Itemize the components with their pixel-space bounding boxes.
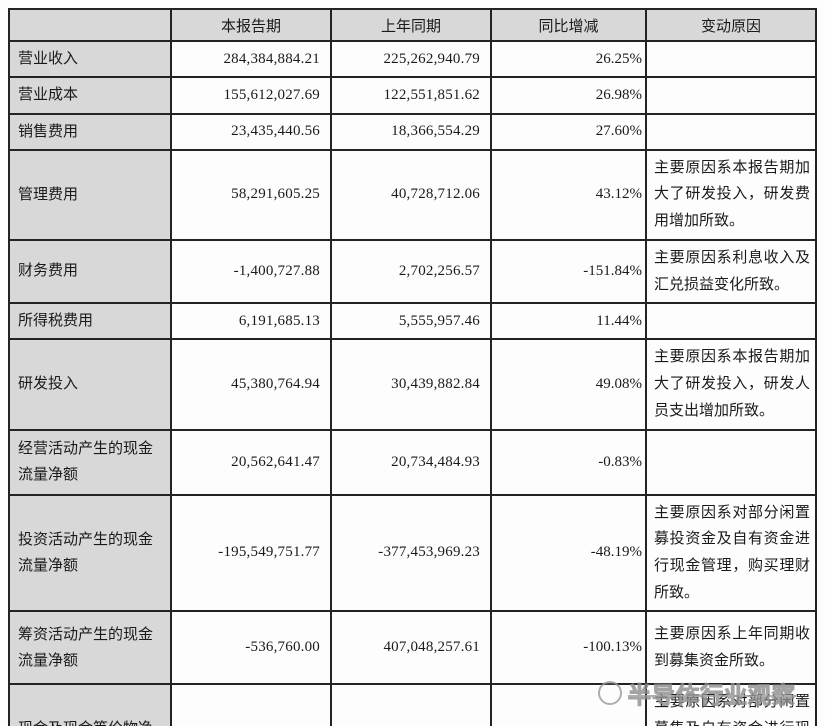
table-row: 营业成本 155,612,027.69 122,551,851.62 26.98… (8, 76, 817, 115)
change-reason: 主要原因系本报告期加大了研发投入，研发费用增加所致。 (645, 148, 817, 241)
change-reason: 主要原因系利息收入及汇兑损益变化所致。 (645, 238, 817, 305)
row-label: 投资活动产生的现金流量净额 (8, 493, 172, 613)
table-row: 投资活动产生的现金流量净额 -195,549,751.77 -377,453,9… (8, 493, 817, 613)
row-label: 研发投入 (8, 338, 172, 431)
change-reason: 主要原因系对部分闲置募投资金及自有资金进行现金管理，购买理财所致。 (645, 493, 817, 613)
yoy-change-value: -0.83% (490, 428, 647, 496)
prior-period-value: 20,734,484.93 (330, 428, 492, 496)
table-row: 管理费用 58,291,605.25 40,728,712.06 43.12% … (8, 148, 817, 241)
change-reason (645, 76, 817, 115)
table-row: 财务费用 -1,400,727.88 2,702,256.57 -151.84%… (8, 238, 817, 305)
yoy-change-value: 11.44% (490, 302, 647, 341)
row-label: 经营活动产生的现金流量净额 (8, 428, 172, 496)
yoy-change-value: 26.98% (490, 76, 647, 115)
row-label: 管理费用 (8, 148, 172, 241)
current-period-value: -195,549,751.77 (170, 493, 332, 613)
current-period-value: -177,612,519.99 (170, 683, 332, 726)
table-row: 销售费用 23,435,440.56 18,366,554.29 27.60% (8, 112, 817, 151)
yoy-change-value: 49.08% (490, 338, 647, 431)
yoy-change-value: 27.60% (490, 112, 647, 151)
header-prior-period: 上年同期 (330, 8, 492, 42)
current-period-value: 45,380,764.94 (170, 338, 332, 431)
table-row: 营业收入 284,384,884.21 225,262,940.79 26.25… (8, 39, 817, 79)
table-row: 研发投入 45,380,764.94 30,439,882.84 49.08% … (8, 338, 817, 431)
financial-comparison-table: 本报告期 上年同期 同比增减 变动原因 营业收入 284,384,884.21 … (8, 8, 817, 726)
table-header-row: 本报告期 上年同期 同比增减 变动原因 (8, 8, 817, 42)
change-reason: 主要原因系本报告期加大了研发投入，研发人员支出增加所致。 (645, 338, 817, 431)
current-period-value: 23,435,440.56 (170, 112, 332, 151)
change-reason (645, 39, 817, 79)
prior-period-value: 44,117,869.85 (330, 683, 492, 726)
table-row: 现金及现金等价物净增加额 -177,612,519.99 44,117,869.… (8, 683, 817, 726)
header-change-reason: 变动原因 (645, 8, 817, 42)
header-blank (8, 8, 172, 42)
prior-period-value: 225,262,940.79 (330, 39, 492, 79)
row-label: 所得税费用 (8, 302, 172, 341)
current-period-value: 6,191,685.13 (170, 302, 332, 341)
prior-period-value: 2,702,256.57 (330, 238, 492, 305)
yoy-change-value: -502.59% (490, 683, 647, 726)
row-label: 筹资活动产生的现金流量净额 (8, 610, 172, 686)
row-label: 财务费用 (8, 238, 172, 305)
current-period-value: 155,612,027.69 (170, 76, 332, 115)
table-row: 所得税费用 6,191,685.13 5,555,957.46 11.44% (8, 302, 817, 341)
header-current-period: 本报告期 (170, 8, 332, 42)
prior-period-value: 5,555,957.46 (330, 302, 492, 341)
header-yoy-change: 同比增减 (490, 8, 647, 42)
change-reason: 主要原因系上年同期收到募集资金所致。 (645, 610, 817, 686)
prior-period-value: 40,728,712.06 (330, 148, 492, 241)
table-row: 经营活动产生的现金流量净额 20,562,641.47 20,734,484.9… (8, 428, 817, 496)
current-period-value: -536,760.00 (170, 610, 332, 686)
prior-period-value: 407,048,257.61 (330, 610, 492, 686)
row-label: 营业成本 (8, 76, 172, 115)
change-reason (645, 112, 817, 151)
current-period-value: 20,562,641.47 (170, 428, 332, 496)
yoy-change-value: 26.25% (490, 39, 647, 79)
current-period-value: 284,384,884.21 (170, 39, 332, 79)
yoy-change-value: 43.12% (490, 148, 647, 241)
change-reason: 主要原因系对部分闲置募集及自有资金进行现金管理，购买理财所致。 (645, 683, 817, 726)
prior-period-value: -377,453,969.23 (330, 493, 492, 613)
current-period-value: 58,291,605.25 (170, 148, 332, 241)
change-reason (645, 302, 817, 341)
yoy-change-value: -151.84% (490, 238, 647, 305)
row-label: 现金及现金等价物净增加额 (8, 683, 172, 726)
prior-period-value: 18,366,554.29 (330, 112, 492, 151)
yoy-change-value: -48.19% (490, 493, 647, 613)
yoy-change-value: -100.13% (490, 610, 647, 686)
current-period-value: -1,400,727.88 (170, 238, 332, 305)
row-label: 营业收入 (8, 39, 172, 79)
change-reason (645, 428, 817, 496)
prior-period-value: 122,551,851.62 (330, 76, 492, 115)
row-label: 销售费用 (8, 112, 172, 151)
table-row: 筹资活动产生的现金流量净额 -536,760.00 407,048,257.61… (8, 610, 817, 686)
prior-period-value: 30,439,882.84 (330, 338, 492, 431)
